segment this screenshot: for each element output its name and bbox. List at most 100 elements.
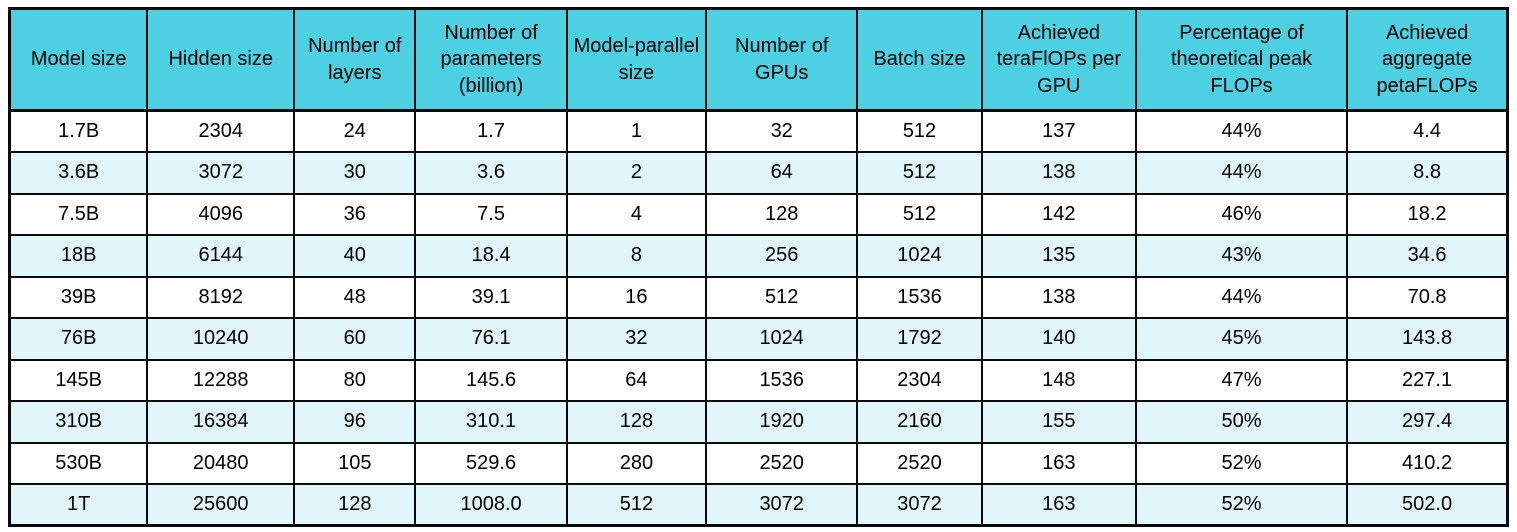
table-cell: 43% xyxy=(1134,234,1349,278)
table-cell: 1536 xyxy=(705,358,859,402)
table-cell: 138 xyxy=(980,151,1137,195)
table-cell: 410.2 xyxy=(1346,441,1509,485)
table-cell: 52% xyxy=(1134,483,1349,527)
table-cell: 8 xyxy=(565,234,708,278)
table-cell: 297.4 xyxy=(1346,400,1509,444)
table-cell: 145.6 xyxy=(414,358,568,402)
table-cell: 52% xyxy=(1134,441,1349,485)
table-cell: 7.5 xyxy=(414,192,568,236)
table-cell: 32 xyxy=(705,109,859,153)
column-header: Achieved aggregate petaFLOPs xyxy=(1346,7,1509,112)
table-header: Model size Hidden size Number of layers Num… xyxy=(8,7,1509,112)
table-cell: 227.1 xyxy=(1346,358,1509,402)
table-cell: 512 xyxy=(856,192,983,236)
column-header: Batch size xyxy=(856,7,983,112)
table-cell: 2160 xyxy=(856,400,983,444)
table-cell: 2520 xyxy=(705,441,859,485)
table-cell: 70.8 xyxy=(1346,275,1509,319)
column-header: Number of GPUs xyxy=(705,7,859,112)
table-cell: 530B xyxy=(8,441,149,485)
table-cell: 8192 xyxy=(146,275,296,319)
table-cell: 2304 xyxy=(146,109,296,153)
table-row: 310B 16384 96 310.1 128 1920 2160 155 50% 297.4 xyxy=(8,400,1509,444)
table-row: 3.6B 3072 30 3.6 2 64 512 138 44% 8.8 xyxy=(8,151,1509,195)
table-cell: 2520 xyxy=(856,441,983,485)
table-cell: 529.6 xyxy=(414,441,568,485)
table-cell: 3.6B xyxy=(8,151,149,195)
table-cell: 310.1 xyxy=(414,400,568,444)
table-cell: 60 xyxy=(293,317,417,361)
table-cell: 76.1 xyxy=(414,317,568,361)
table-cell: 310B xyxy=(8,400,149,444)
table-cell: 64 xyxy=(565,358,708,402)
table-cell: 256 xyxy=(705,234,859,278)
table-cell: 3072 xyxy=(856,483,983,527)
table-cell: 45% xyxy=(1134,317,1349,361)
table-cell: 148 xyxy=(980,358,1137,402)
table-cell: 7.5B xyxy=(8,192,149,236)
table-cell: 36 xyxy=(293,192,417,236)
table-cell: 10240 xyxy=(146,317,296,361)
table-row: 145B 12288 80 145.6 64 1536 2304 148 47% 227.1 xyxy=(8,358,1509,402)
table-cell: 512 xyxy=(705,275,859,319)
table-cell: 32 xyxy=(565,317,708,361)
table-cell: 1024 xyxy=(856,234,983,278)
table-cell: 155 xyxy=(980,400,1137,444)
table-row: 7.5B 4096 36 7.5 4 128 512 142 46% 18.2 xyxy=(8,192,1509,236)
table-cell: 163 xyxy=(980,483,1137,527)
table-cell: 135 xyxy=(980,234,1137,278)
table-cell: 25600 xyxy=(146,483,296,527)
model-scaling-table: Model size Hidden size Number of layers Num… xyxy=(8,7,1509,527)
table-cell: 47% xyxy=(1134,358,1349,402)
table-cell: 18.4 xyxy=(414,234,568,278)
table-cell: 46% xyxy=(1134,192,1349,236)
table-cell: 145B xyxy=(8,358,149,402)
table-cell: 1024 xyxy=(705,317,859,361)
table-cell: 138 xyxy=(980,275,1137,319)
table-cell: 128 xyxy=(565,400,708,444)
table-cell: 80 xyxy=(293,358,417,402)
model-scaling-table-container: Model size Hidden size Number of layers Num… xyxy=(8,7,1509,527)
table-cell: 512 xyxy=(565,483,708,527)
table-cell: 20480 xyxy=(146,441,296,485)
table-cell: 1.7B xyxy=(8,109,149,153)
table-cell: 512 xyxy=(856,109,983,153)
table-cell: 44% xyxy=(1134,109,1349,153)
table-cell: 48 xyxy=(293,275,417,319)
table-cell: 128 xyxy=(293,483,417,527)
table-cell: 1008.0 xyxy=(414,483,568,527)
column-header: Number of layers xyxy=(293,7,417,112)
table-cell: 8.8 xyxy=(1346,151,1509,195)
table-cell: 2 xyxy=(565,151,708,195)
table-cell: 2304 xyxy=(856,358,983,402)
table-row: 1.7B 2304 24 1.7 1 32 512 137 44% 4.4 xyxy=(8,109,1509,153)
table-cell: 280 xyxy=(565,441,708,485)
table-row: 530B 20480 105 529.6 280 2520 2520 163 52% 410.2 xyxy=(8,441,1509,485)
table-cell: 4096 xyxy=(146,192,296,236)
table-cell: 3072 xyxy=(146,151,296,195)
table-cell: 1920 xyxy=(705,400,859,444)
table-cell: 39B xyxy=(8,275,149,319)
table-cell: 50% xyxy=(1134,400,1349,444)
column-header: Achieved teraFlOPs per GPU xyxy=(980,7,1137,112)
table-cell: 3.6 xyxy=(414,151,568,195)
table-cell: 44% xyxy=(1134,151,1349,195)
table-cell: 76B xyxy=(8,317,149,361)
table-cell: 512 xyxy=(856,151,983,195)
column-header: Model size xyxy=(8,7,149,112)
table-cell: 30 xyxy=(293,151,417,195)
table-cell: 64 xyxy=(705,151,859,195)
column-header: Number of parameters (billion) xyxy=(414,7,568,112)
table-cell: 4 xyxy=(565,192,708,236)
table-cell: 163 xyxy=(980,441,1137,485)
table-cell: 3072 xyxy=(705,483,859,527)
table-cell: 18.2 xyxy=(1346,192,1509,236)
table-row: 76B 10240 60 76.1 32 1024 1792 140 45% 143.8 xyxy=(8,317,1509,361)
header-row: Model size Hidden size Number of layers Num… xyxy=(8,7,1509,112)
column-header: Model-parallel size xyxy=(565,7,708,112)
table-cell: 44% xyxy=(1134,275,1349,319)
table-cell: 1792 xyxy=(856,317,983,361)
table-cell: 1.7 xyxy=(414,109,568,153)
table-cell: 12288 xyxy=(146,358,296,402)
column-header: Percentage of theoretical peak FLOPs xyxy=(1134,7,1349,112)
